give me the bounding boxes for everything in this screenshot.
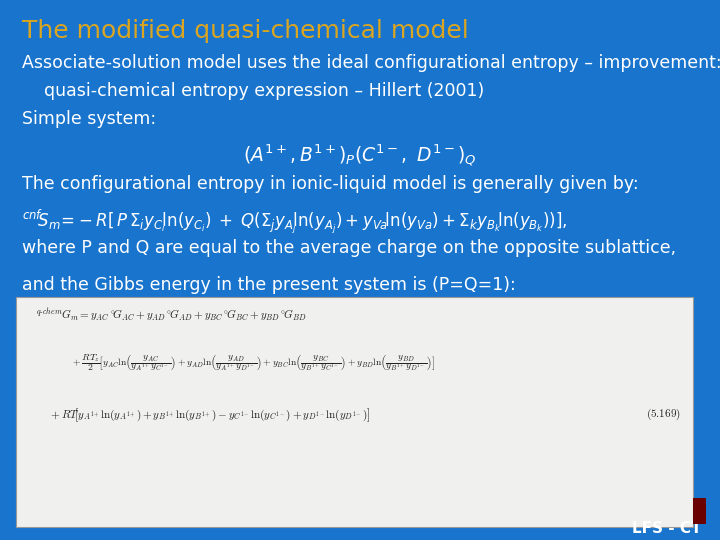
Text: quasi-chemical entropy expression – Hillert (2001): quasi-chemical entropy expression – Hill… [22,82,484,100]
Bar [693,498,706,524]
Text: $^{q\text{-}chem}G_m = y_{AC}\,{}^{\circ}\!G_{AC} + y_{AD}\,{}^{\circ}\!G_{AD} +: $^{q\text{-}chem}G_m = y_{AC}\,{}^{\circ… [36,307,307,323]
Text: Simple system:: Simple system: [22,110,156,128]
Text: $+\;RT\!\left[y_{A^{1+}}\ln(y_{A^{1+}})+y_{B^{1+}}\ln(y_{B^{1+}})-y_{C^{1-}}\ln(: $+\;RT\!\left[y_{A^{1+}}\ln(y_{A^{1+}})+… [50,407,371,424]
Text: $(A^{1+},B^{1+})_P(C^{1-},\ D^{1-})_Q$: $(A^{1+},B^{1+})_P(C^{1-},\ D^{1-})_Q$ [243,143,477,168]
Text: The modified quasi-chemical model: The modified quasi-chemical model [22,19,468,43]
Text: and the Gibbs energy in the present system is (P=Q=1):: and the Gibbs energy in the present syst… [22,276,516,294]
Text: $(5.169)$: $(5.169)$ [646,407,680,422]
FancyBboxPatch shape [16,297,693,526]
Text: LFS - CT: LFS - CT [632,521,702,536]
Text: $+\;\dfrac{RT_z}{2}\!\left[y_{AC}\ln\!\left(\dfrac{y_{AC}}{y_{A^{1+}}y_{C^{1-}}}: $+\;\dfrac{RT_z}{2}\!\left[y_{AC}\ln\!\l… [72,353,436,373]
Text: where P and Q are equal to the average charge on the opposite sublattice,: where P and Q are equal to the average c… [22,239,676,256]
Text: $^{cnf}\!S_m\!=\!-R[\,P\,\Sigma_i y_{C_i}\!\ln(y_{C_i})\;+\;Q(\Sigma_j y_{A_j}\!: $^{cnf}\!S_m\!=\!-R[\,P\,\Sigma_i y_{C_i… [22,207,567,235]
Text: Associate-solution model uses the ideal configurational entropy – improvement:: Associate-solution model uses the ideal … [22,54,720,72]
Text: The configurational entropy in ionic-liquid model is generally given by:: The configurational entropy in ionic-liq… [22,175,638,193]
